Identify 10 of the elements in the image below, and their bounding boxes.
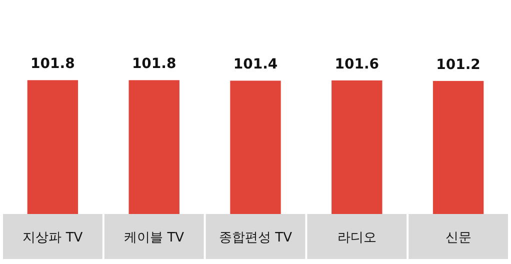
data-label: 101.2: [436, 56, 480, 73]
x-tick-label: 라디오: [337, 230, 376, 246]
x-tick-label: 지상파 TV: [22, 230, 83, 246]
data-label: 101.8: [30, 56, 75, 72]
x-tick-label: 케이블 TV: [124, 230, 184, 246]
x-tick-label: 신문: [445, 230, 472, 246]
data-label: 101.8: [132, 56, 176, 72]
x-tick-label: 종합편성 TV: [219, 230, 292, 246]
data-label: 101.6: [334, 56, 380, 72]
data-label: 101.4: [233, 56, 278, 73]
